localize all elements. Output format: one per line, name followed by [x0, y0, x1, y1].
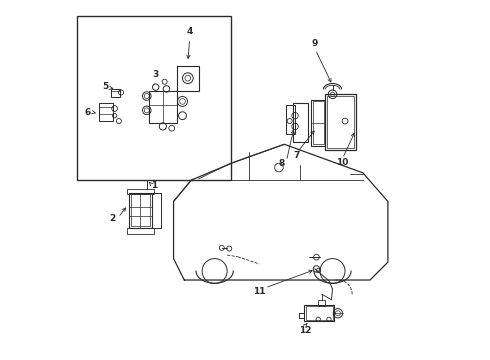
Text: 7: 7 — [293, 151, 299, 160]
Bar — [131, 194, 150, 226]
Bar — [318, 300, 325, 306]
Bar — [98, 103, 113, 121]
Bar — [111, 89, 120, 98]
Text: 6: 6 — [85, 108, 91, 117]
Text: 3: 3 — [152, 70, 159, 79]
Text: 9: 9 — [312, 39, 318, 48]
Bar — [313, 102, 323, 144]
Bar — [286, 105, 295, 134]
Bar — [306, 306, 333, 320]
Text: 12: 12 — [299, 326, 311, 335]
Text: 10: 10 — [336, 158, 349, 167]
Bar — [148, 91, 177, 123]
Bar — [129, 193, 152, 228]
Text: 2: 2 — [110, 214, 116, 223]
Bar — [304, 305, 334, 321]
Text: 8: 8 — [278, 159, 285, 168]
Bar — [127, 228, 154, 234]
Bar — [311, 100, 325, 146]
Bar — [327, 96, 354, 148]
Text: 11: 11 — [253, 287, 266, 296]
Bar — [127, 189, 154, 194]
Text: 5: 5 — [102, 82, 109, 91]
Text: 1: 1 — [151, 181, 157, 190]
Bar — [325, 94, 356, 150]
Bar — [293, 103, 308, 143]
Bar — [177, 66, 198, 91]
Text: 4: 4 — [186, 27, 193, 36]
Bar — [77, 16, 231, 180]
